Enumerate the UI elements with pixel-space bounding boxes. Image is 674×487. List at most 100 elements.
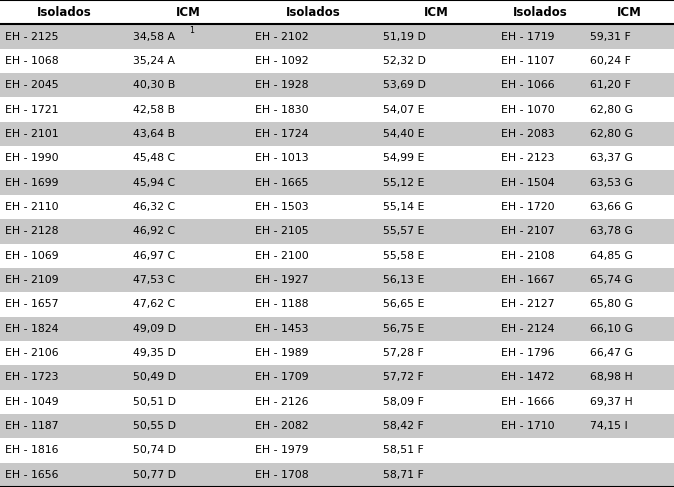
Text: 49,09 D: 49,09 D xyxy=(133,324,177,334)
Text: EH - 1187: EH - 1187 xyxy=(5,421,59,431)
Text: EH - 1796: EH - 1796 xyxy=(501,348,554,358)
Text: 55,12 E: 55,12 E xyxy=(383,178,424,187)
Text: 51,19 D: 51,19 D xyxy=(383,32,426,41)
Text: EH - 2128: EH - 2128 xyxy=(5,226,59,236)
Text: EH - 1708: EH - 1708 xyxy=(255,470,309,480)
Text: 57,72 F: 57,72 F xyxy=(383,373,423,382)
Bar xyxy=(0,0,674,24)
Text: 53,69 D: 53,69 D xyxy=(383,80,426,90)
Text: EH - 2108: EH - 2108 xyxy=(501,251,555,261)
Text: EH - 1503: EH - 1503 xyxy=(255,202,309,212)
Text: 63,78 G: 63,78 G xyxy=(590,226,634,236)
Bar xyxy=(0,438,674,463)
Text: EH - 1013: EH - 1013 xyxy=(255,153,309,163)
Text: EH - 2082: EH - 2082 xyxy=(255,421,309,431)
Text: 45,48 C: 45,48 C xyxy=(133,153,175,163)
Bar xyxy=(0,365,674,390)
Text: EH - 2045: EH - 2045 xyxy=(5,80,59,90)
Text: 46,92 C: 46,92 C xyxy=(133,226,175,236)
Text: EH - 1066: EH - 1066 xyxy=(501,80,555,90)
Text: 61,20 F: 61,20 F xyxy=(590,80,632,90)
Text: EH - 2102: EH - 2102 xyxy=(255,32,309,41)
Text: 63,53 G: 63,53 G xyxy=(590,178,634,187)
Bar xyxy=(0,24,674,49)
Text: EH - 2107: EH - 2107 xyxy=(501,226,555,236)
Text: EH - 1720: EH - 1720 xyxy=(501,202,555,212)
Text: 47,53 C: 47,53 C xyxy=(133,275,175,285)
Bar xyxy=(0,341,674,365)
Text: Isolados: Isolados xyxy=(513,6,568,19)
Text: EH - 1667: EH - 1667 xyxy=(501,275,554,285)
Text: Isolados: Isolados xyxy=(36,6,92,19)
Text: 40,30 B: 40,30 B xyxy=(133,80,176,90)
Text: 47,62 C: 47,62 C xyxy=(133,300,175,309)
Text: 54,40 E: 54,40 E xyxy=(383,129,425,139)
Text: EH - 2125: EH - 2125 xyxy=(5,32,59,41)
Bar xyxy=(0,268,674,292)
Text: EH - 2127: EH - 2127 xyxy=(501,300,554,309)
Text: 64,85 G: 64,85 G xyxy=(590,251,634,261)
Text: EH - 1657: EH - 1657 xyxy=(5,300,59,309)
Text: 58,42 F: 58,42 F xyxy=(383,421,423,431)
Text: EH - 1504: EH - 1504 xyxy=(501,178,555,187)
Text: 63,66 G: 63,66 G xyxy=(590,202,634,212)
Text: EH - 1656: EH - 1656 xyxy=(5,470,59,480)
Text: ICM: ICM xyxy=(424,6,449,19)
Text: EH - 2123: EH - 2123 xyxy=(501,153,554,163)
Text: EH - 1107: EH - 1107 xyxy=(501,56,555,66)
Text: 34,58 A: 34,58 A xyxy=(133,32,175,41)
Text: 56,13 E: 56,13 E xyxy=(383,275,424,285)
Text: EH - 2105: EH - 2105 xyxy=(255,226,309,236)
Text: EH - 2110: EH - 2110 xyxy=(5,202,59,212)
Text: 35,24 A: 35,24 A xyxy=(133,56,175,66)
Text: 58,09 F: 58,09 F xyxy=(383,397,424,407)
Text: 50,74 D: 50,74 D xyxy=(133,446,177,455)
Text: EH - 1723: EH - 1723 xyxy=(5,373,59,382)
Text: EH - 1666: EH - 1666 xyxy=(501,397,554,407)
Text: 1: 1 xyxy=(189,26,194,35)
Text: EH - 2124: EH - 2124 xyxy=(501,324,554,334)
Text: EH - 2101: EH - 2101 xyxy=(5,129,59,139)
Bar xyxy=(0,219,674,244)
Text: 59,31 F: 59,31 F xyxy=(590,32,631,41)
Text: ICM: ICM xyxy=(617,6,642,19)
Text: 58,51 F: 58,51 F xyxy=(383,446,423,455)
Text: EH - 1979: EH - 1979 xyxy=(255,446,308,455)
Text: 55,14 E: 55,14 E xyxy=(383,202,424,212)
Text: ICM: ICM xyxy=(177,6,201,19)
Text: 50,49 D: 50,49 D xyxy=(133,373,177,382)
Text: EH - 1070: EH - 1070 xyxy=(501,105,555,114)
Text: 45,94 C: 45,94 C xyxy=(133,178,175,187)
Text: EH - 1453: EH - 1453 xyxy=(255,324,308,334)
Text: 54,99 E: 54,99 E xyxy=(383,153,424,163)
Text: 66,10 G: 66,10 G xyxy=(590,324,634,334)
Text: 43,64 B: 43,64 B xyxy=(133,129,175,139)
Text: 55,57 E: 55,57 E xyxy=(383,226,424,236)
Text: EH - 1069: EH - 1069 xyxy=(5,251,59,261)
Text: EH - 1188: EH - 1188 xyxy=(255,300,308,309)
Text: 56,65 E: 56,65 E xyxy=(383,300,424,309)
Bar xyxy=(0,244,674,268)
Text: EH - 2106: EH - 2106 xyxy=(5,348,59,358)
Text: 60,24 F: 60,24 F xyxy=(590,56,632,66)
Text: 69,37 H: 69,37 H xyxy=(590,397,633,407)
Text: 50,51 D: 50,51 D xyxy=(133,397,177,407)
Text: EH - 1816: EH - 1816 xyxy=(5,446,59,455)
Text: EH - 1824: EH - 1824 xyxy=(5,324,59,334)
Bar xyxy=(0,414,674,438)
Text: Isolados: Isolados xyxy=(286,6,341,19)
Text: 50,55 D: 50,55 D xyxy=(133,421,177,431)
Bar xyxy=(0,97,674,122)
Bar xyxy=(0,170,674,195)
Text: EH - 1830: EH - 1830 xyxy=(255,105,309,114)
Text: EH - 1721: EH - 1721 xyxy=(5,105,59,114)
Text: EH - 1724: EH - 1724 xyxy=(255,129,308,139)
Text: EH - 1709: EH - 1709 xyxy=(255,373,309,382)
Text: 55,58 E: 55,58 E xyxy=(383,251,424,261)
Text: 54,07 E: 54,07 E xyxy=(383,105,425,114)
Bar xyxy=(0,146,674,170)
Text: EH - 1068: EH - 1068 xyxy=(5,56,59,66)
Bar xyxy=(0,73,674,97)
Text: EH - 1049: EH - 1049 xyxy=(5,397,59,407)
Text: 42,58 B: 42,58 B xyxy=(133,105,175,114)
